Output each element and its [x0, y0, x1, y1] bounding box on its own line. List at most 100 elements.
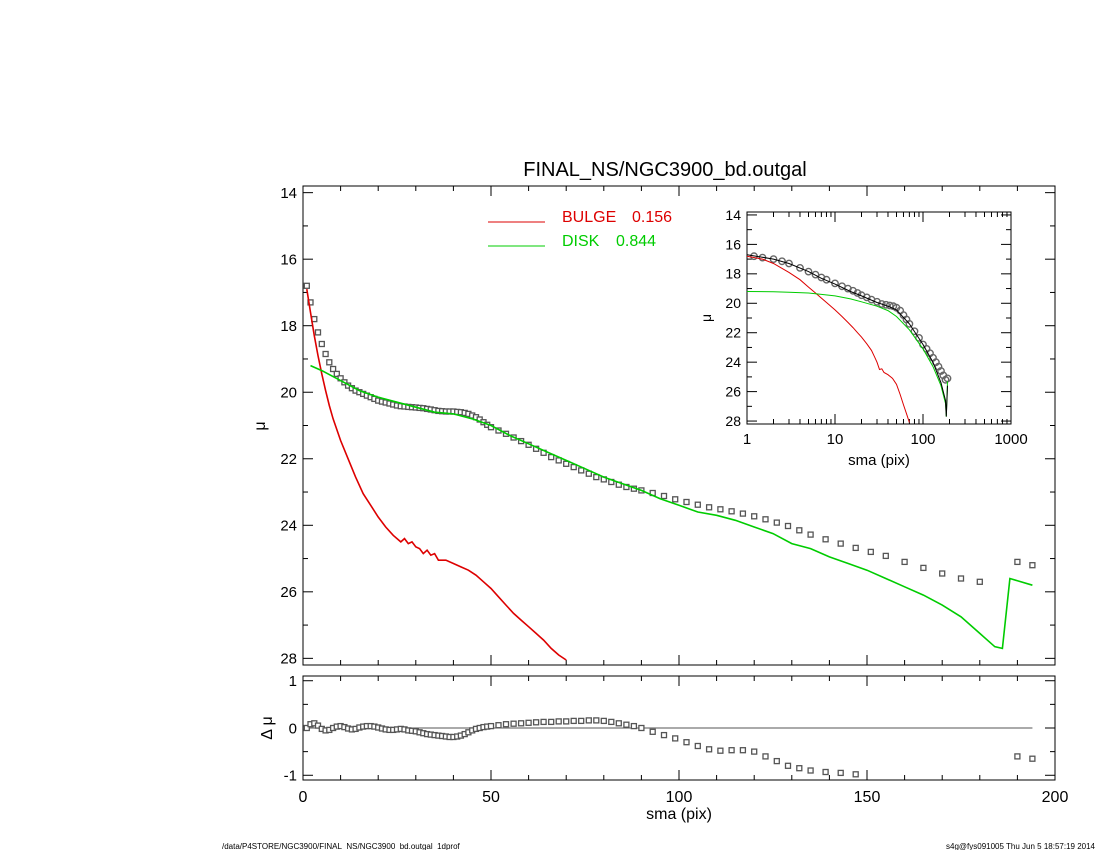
main-data-point-71 [660, 492, 668, 500]
main-data-point-91 [920, 564, 927, 572]
inset-xtick-label-1: 10 [827, 431, 844, 448]
residual-residual-point-87 [852, 771, 859, 778]
inset-data-point-29 [915, 333, 923, 342]
residual-ytick-label-0: -1 [284, 768, 297, 785]
inset-ytick-label-2: 18 [725, 266, 741, 282]
inset-data-point-6 [804, 267, 813, 276]
main-ytick-label-6: 26 [280, 584, 297, 601]
main-data-point-81 [773, 519, 780, 526]
main-ytick-label-3: 20 [280, 384, 297, 401]
inset-data-point-36 [937, 367, 945, 375]
residual-residual-point-55 [532, 719, 540, 726]
residual-residual-point-83 [796, 765, 803, 772]
main-data-point-95 [1014, 558, 1021, 566]
inset-ytick-label-3: 20 [725, 295, 741, 311]
residual-residual-point-75 [705, 746, 713, 753]
residual-residual-point-73 [683, 739, 690, 746]
main-data-point-5 [322, 350, 329, 358]
inset-series-group [746, 252, 952, 423]
residual-residual-point-76 [717, 747, 724, 754]
residual-ytick-label-1: 0 [289, 720, 297, 737]
residual-residual-point-74 [694, 742, 701, 750]
main-data-point-93 [957, 575, 965, 582]
residual-residual-point-66 [615, 720, 622, 727]
main-data-point-82 [784, 522, 792, 530]
residual-residual-point-81 [773, 757, 780, 765]
inset-x-axis-label: sma (pix) [848, 452, 910, 469]
residual-residual-point-67 [623, 721, 630, 728]
main-data-point-74 [694, 501, 701, 508]
main-data-point-84 [807, 531, 814, 538]
residual-residual-point-58 [555, 718, 562, 725]
main-series-group [303, 282, 1036, 661]
residual-residual-point-72 [672, 735, 679, 742]
main-data-point-8 [333, 370, 340, 378]
main-data-point-96 [1029, 562, 1036, 569]
residual-residual-point-79 [751, 748, 758, 755]
main-x-axis [302, 186, 1056, 665]
inset-y-axis-label: μ [698, 314, 714, 322]
residual-residual-point-86 [837, 769, 844, 777]
main-data-point-90 [901, 558, 908, 566]
residual-residual-point-69 [638, 724, 645, 732]
main-data-point-86 [837, 540, 844, 547]
residual-residual-point-77 [728, 747, 735, 754]
inset-data-point-4 [785, 259, 793, 268]
residual-y-axis: -1 0 1 [284, 673, 1055, 785]
main-data-point-80 [762, 516, 769, 523]
inset-x-axis: 1 10 100 1000 [743, 212, 1028, 448]
footer-timestamp: s4g@fys091005 Thu Jun 5 18:57:19 2014 [946, 842, 1096, 850]
residual-series-group [303, 717, 1036, 778]
inset-ytick-label-4: 22 [725, 325, 741, 341]
residual-residual-point-65 [608, 718, 615, 726]
main-data-point-75 [705, 504, 713, 511]
legend-bulge-label: BULGE [562, 209, 616, 226]
main-data-point-73 [683, 498, 690, 506]
main-data-point-78 [739, 510, 747, 517]
inset-plot-frame [746, 211, 1012, 425]
main-ytick-label-7: 28 [280, 651, 297, 668]
inset-ytick-label-7: 28 [725, 413, 741, 429]
residual-residual-point-70 [649, 728, 656, 735]
inset-ytick-label-1: 16 [725, 236, 741, 252]
residual-xtick-label-4: 200 [1042, 789, 1069, 806]
main-data-point-3 [314, 329, 322, 336]
main-data-point-59 [563, 460, 570, 467]
residual-residual-point-64 [600, 717, 607, 725]
main-data-point-83 [796, 527, 803, 534]
inset-data-point-2 [769, 255, 778, 264]
residual-residual-point-88 [1014, 753, 1021, 760]
main-data-point-72 [672, 496, 679, 503]
residual-residual-point-49 [487, 722, 495, 730]
inset-ytick-label-5: 24 [725, 354, 741, 370]
residual-residual-point-56 [540, 718, 547, 726]
main-data-point-89 [882, 552, 889, 560]
residual-y-axis-label: Δ μ [259, 716, 276, 739]
residual-residual-point-57 [548, 718, 555, 726]
residual-residual-point-71 [660, 731, 668, 739]
residual-x-axis: 0 50 100 150 200 [299, 676, 1069, 806]
inset-y-axis: 14 16 18 20 22 24 26 28 [725, 207, 1011, 429]
main-ytick-label-1: 16 [280, 251, 297, 268]
inset-data-point-7 [811, 270, 820, 279]
inset-data-point-27 [905, 319, 914, 328]
residual-residual-point-82 [784, 762, 792, 769]
inset-disk-line [746, 291, 948, 417]
main-ytick-label-4: 22 [280, 451, 297, 468]
chart-title: FINAL_NS/NGC3900_bd.outgal [523, 159, 807, 181]
main-data-point-4 [318, 340, 325, 348]
residual-residual-point-52 [510, 720, 517, 727]
inset-xtick-label-3: 1000 [994, 431, 1027, 448]
main-data-point-77 [728, 508, 735, 515]
main-data-point-76 [717, 506, 724, 513]
main-data-point-7 [329, 365, 337, 373]
residual-residual-point-62 [585, 717, 592, 724]
residual-residual-point-78 [739, 747, 747, 754]
residual-residual-point-0 [303, 724, 310, 732]
residual-xtick-label-2: 100 [666, 789, 693, 806]
legend-disk-label: DISK [562, 233, 600, 250]
legend-bulge-value: 0.156 [632, 209, 672, 226]
inset-ytick-label-6: 26 [725, 384, 741, 400]
residual-residual-point-80 [762, 753, 769, 760]
